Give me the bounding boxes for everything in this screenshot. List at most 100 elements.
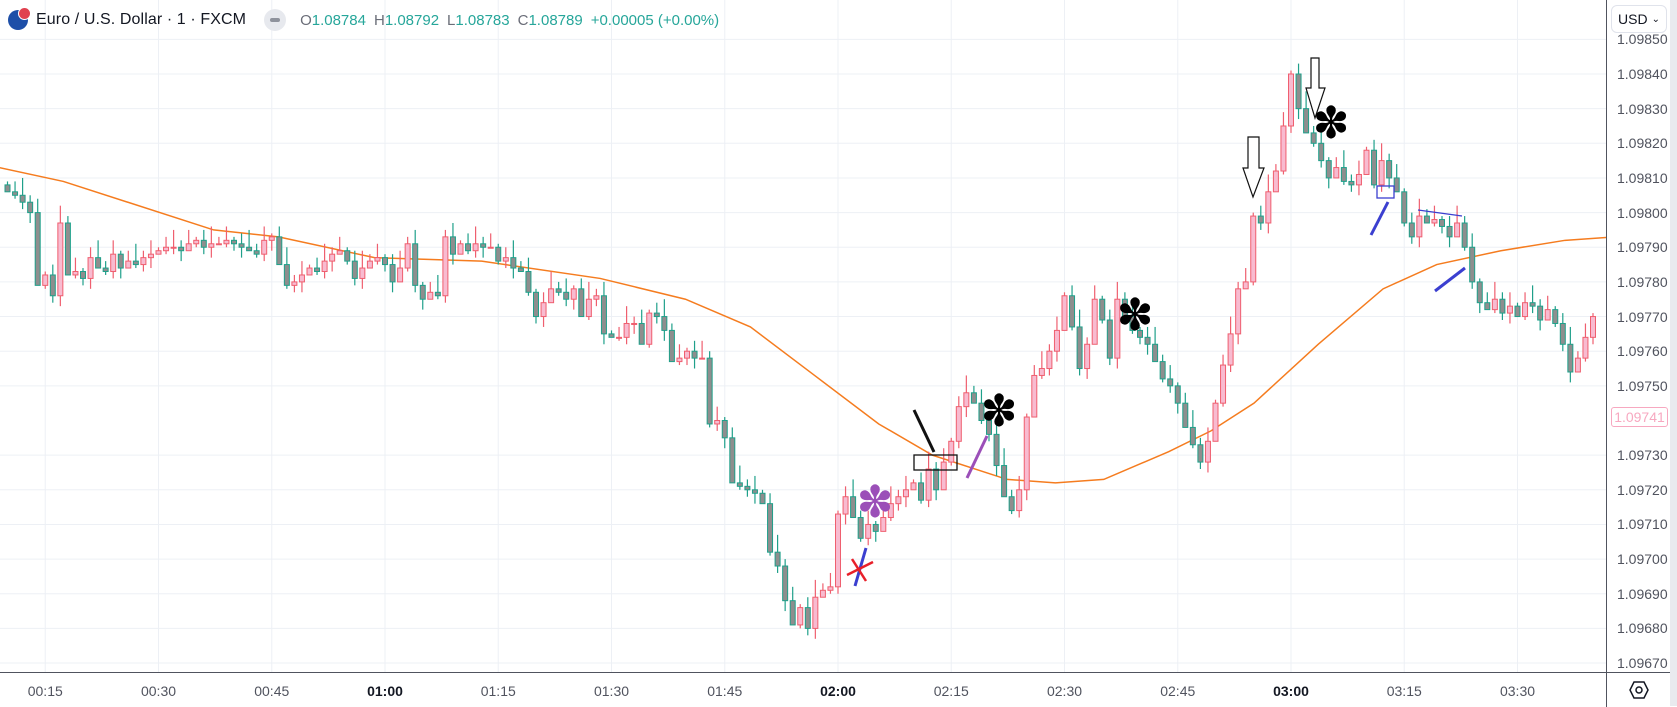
candle xyxy=(510,240,517,279)
candle xyxy=(1023,413,1030,501)
candle xyxy=(1001,448,1008,498)
scrollbar[interactable] xyxy=(1670,0,1677,706)
price-tick-label: 1.09830 xyxy=(1617,100,1668,117)
time-axis[interactable]: 00:15 00:30 00:45 01:00 01:15 01:30 01:45 02:00… xyxy=(0,672,1606,707)
candle-body xyxy=(517,267,524,273)
time-tick-label: 02:15 xyxy=(933,683,969,699)
candle-body xyxy=(1265,191,1272,224)
candle xyxy=(1280,112,1287,175)
collapse-legend-button[interactable] xyxy=(264,9,287,31)
candle-body xyxy=(268,236,275,241)
candle-body xyxy=(872,523,879,532)
settings-button[interactable] xyxy=(1606,672,1671,707)
candle-body xyxy=(955,406,962,442)
candle xyxy=(389,254,396,293)
candle-body xyxy=(1318,142,1325,162)
chart-plot-area[interactable]: ✽ ✽ ✽ ✽ xyxy=(0,0,1606,672)
candle-body xyxy=(344,250,351,262)
candle-body xyxy=(1204,440,1211,463)
blue-rectangle[interactable] xyxy=(1376,185,1395,199)
candle xyxy=(1008,489,1015,515)
candle-body xyxy=(661,316,668,331)
candle-body xyxy=(1454,222,1461,238)
time-tick-label: 03:15 xyxy=(1386,683,1422,699)
candle xyxy=(110,240,117,279)
candle xyxy=(27,195,34,223)
candle xyxy=(555,281,562,296)
candle xyxy=(1069,285,1076,331)
down-arrow-marker[interactable] xyxy=(1305,57,1326,120)
low-label: L xyxy=(447,11,456,29)
candle-body xyxy=(298,274,305,283)
candle-body xyxy=(389,264,396,283)
candle xyxy=(253,243,260,258)
candle-body xyxy=(1544,309,1551,321)
candle-body xyxy=(895,496,902,505)
candle-body xyxy=(359,267,366,279)
open-label: O xyxy=(300,11,312,29)
candle-body xyxy=(1272,170,1279,193)
candle-body xyxy=(804,607,811,629)
candle xyxy=(593,288,600,307)
candle xyxy=(155,247,162,255)
candle xyxy=(736,465,743,490)
black-rectangle[interactable] xyxy=(913,454,958,471)
red-cross-marker[interactable] xyxy=(846,558,874,582)
candle xyxy=(759,489,766,505)
candle-body xyxy=(699,357,706,360)
moving-average-line xyxy=(0,166,1606,484)
price-axis[interactable]: 1.09850 1.09840 1.09830 1.09820 1.09810 1.098… xyxy=(1606,0,1671,672)
candle-body xyxy=(200,239,207,248)
candle xyxy=(57,205,64,307)
purple-asterisk-marker[interactable]: ✽ xyxy=(857,477,894,528)
blue-thin-line[interactable] xyxy=(1417,209,1463,217)
currency-select[interactable]: USD ⌄ xyxy=(1611,5,1667,33)
open-value: 1.08784 xyxy=(311,11,366,29)
blue-trend-line[interactable] xyxy=(1434,266,1466,293)
candle-body xyxy=(812,596,819,629)
candle-body xyxy=(1227,333,1234,366)
black-asterisk-marker[interactable]: ✽ xyxy=(1313,98,1350,149)
black-trend-line[interactable] xyxy=(912,409,936,453)
candle-body xyxy=(948,440,955,463)
eurusd-flag-icon xyxy=(8,7,31,30)
candle xyxy=(1484,292,1491,311)
candle-body xyxy=(789,600,796,626)
candle-body xyxy=(706,357,713,425)
time-tick-label: 00:45 xyxy=(254,683,290,699)
candle-body xyxy=(276,236,283,266)
candle xyxy=(291,274,298,293)
candle xyxy=(774,534,781,573)
symbol-title[interactable]: Euro / U.S. Dollar · 1 · FXCM xyxy=(36,11,247,28)
candle xyxy=(517,261,524,273)
candle-body xyxy=(1567,343,1574,373)
candle-body xyxy=(918,482,925,501)
candle xyxy=(1303,91,1310,134)
candle xyxy=(102,261,109,275)
candle xyxy=(1159,354,1166,383)
candle-body xyxy=(1439,219,1445,227)
chevron-down-icon: ⌄ xyxy=(1651,13,1660,25)
candle xyxy=(193,236,200,248)
candle-body xyxy=(314,267,321,273)
black-asterisk-marker[interactable]: ✽ xyxy=(1117,290,1154,341)
candle xyxy=(64,216,71,276)
candle-body xyxy=(691,350,698,359)
candle xyxy=(246,229,253,252)
candle-body xyxy=(963,392,970,408)
black-asterisk-marker[interactable]: ✽ xyxy=(981,386,1018,437)
candle xyxy=(600,281,607,345)
candle-body xyxy=(1257,215,1264,224)
candle xyxy=(1371,139,1378,189)
down-arrow-marker[interactable] xyxy=(1242,136,1265,199)
candle-body xyxy=(1121,298,1128,318)
blue-trend-line[interactable] xyxy=(1369,201,1390,236)
candle-body xyxy=(555,288,562,293)
purple-trend-line[interactable] xyxy=(965,435,989,479)
candle xyxy=(231,236,237,251)
candle xyxy=(1310,125,1317,147)
candle-body xyxy=(767,503,774,553)
candle xyxy=(842,486,849,525)
candle-body xyxy=(1129,316,1136,331)
candle xyxy=(1197,437,1204,470)
